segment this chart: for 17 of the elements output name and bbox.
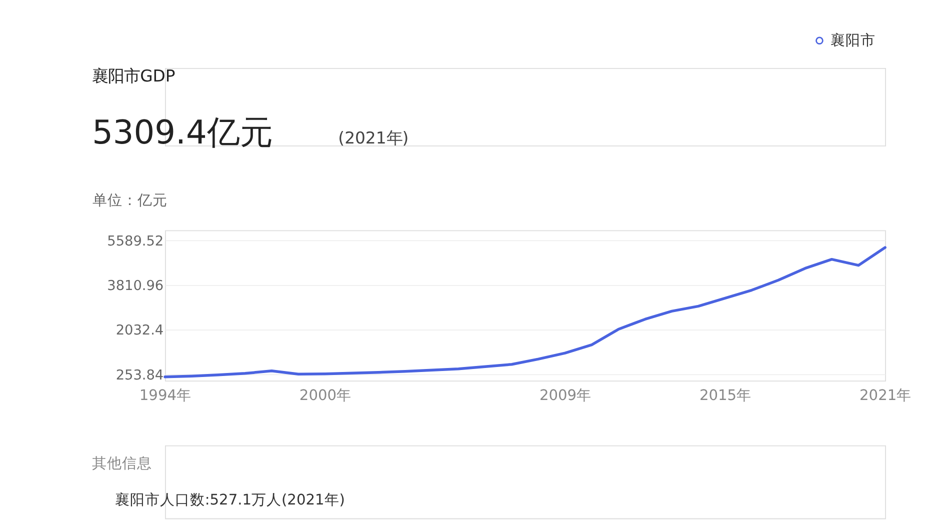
x-tick-label: 2015年 xyxy=(699,387,752,404)
text: 其他信息 xyxy=(92,455,152,472)
line-series xyxy=(164,246,886,378)
text: (2021年) xyxy=(338,128,409,148)
x-tick-label: 2009年 xyxy=(539,387,592,404)
y-tick-label: 253.84 xyxy=(116,367,164,384)
y-tick-label: 3810.96 xyxy=(107,278,164,294)
y-tick-label: 2032.4 xyxy=(116,322,164,339)
x-tick-label: 2021年 xyxy=(860,387,912,404)
text: 襄阳市人口数:527.1万人(2021年) xyxy=(114,492,345,509)
chart-title: 襄阳市GDP xyxy=(92,66,176,86)
y-tick-label: 5589.52 xyxy=(107,234,164,250)
x-tick-label: 2000年 xyxy=(299,387,352,404)
x-tick-label: 1994年 xyxy=(139,387,192,404)
legend-label: 襄阳市 xyxy=(830,32,876,50)
y-axis-title: 单位：亿元 xyxy=(92,192,168,210)
chart-subtitle: 5309.4亿元 xyxy=(92,114,273,152)
